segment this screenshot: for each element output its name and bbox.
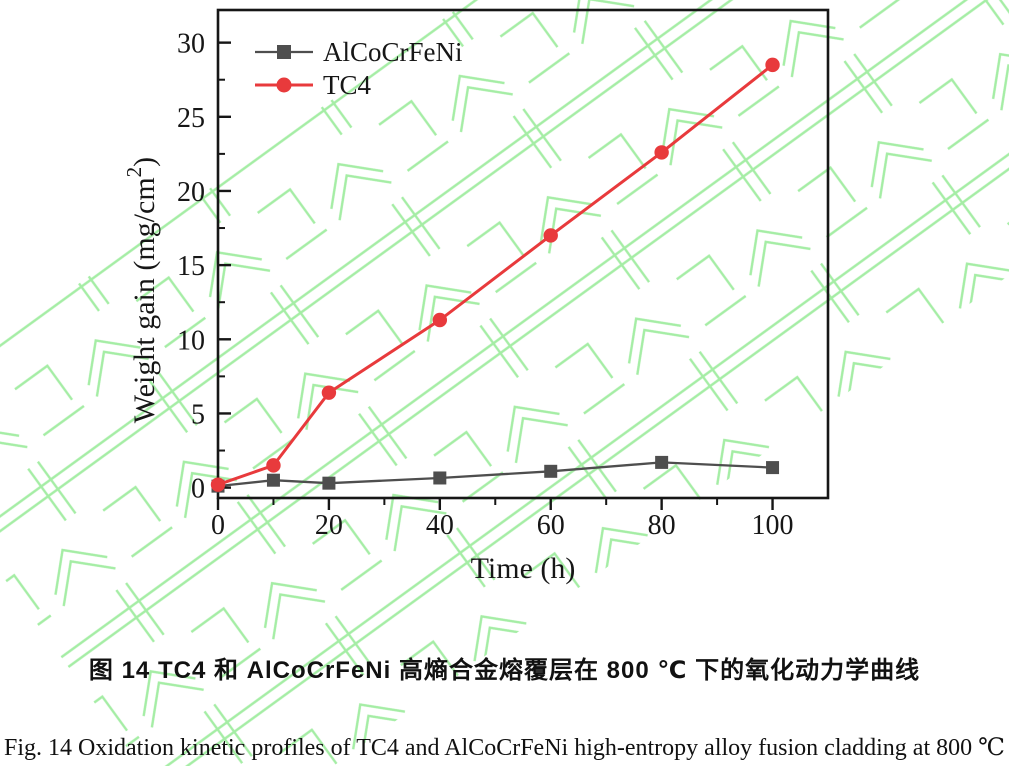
- data-point-TC4: [765, 57, 780, 73]
- data-point-TC4: [543, 228, 558, 243]
- y-tick-label: 0: [191, 474, 205, 505]
- y-tick-label: 15: [177, 251, 205, 282]
- data-point-AlCoCrFeNi: [766, 461, 780, 475]
- data-point-TC4: [321, 385, 337, 400]
- legend-label: AlCoCrFeNi: [323, 37, 463, 67]
- caption-english: Fig. 14 Oxidation kinetic profiles of TC…: [4, 735, 1005, 761]
- x-tick-label: 80: [648, 510, 676, 541]
- data-point-AlCoCrFeNi: [544, 464, 558, 478]
- data-point-AlCoCrFeNi: [322, 476, 336, 490]
- y-tick-label: 25: [177, 103, 205, 134]
- data-point-TC4: [210, 477, 226, 492]
- legend-item-TC4: TC4: [255, 70, 372, 100]
- data-point-TC4: [654, 145, 669, 160]
- y-tick-label: 20: [177, 177, 205, 208]
- series-line-TC4: [217, 63, 774, 487]
- caption-chinese: 图 14 TC4 和 AlCoCrFeNi 高熵合金熔覆层在 800 ℃ 下的氧…: [88, 657, 921, 684]
- legend-label: TC4: [323, 70, 372, 100]
- legend-marker-circle: [276, 77, 292, 93]
- data-point-TC4: [266, 458, 281, 473]
- x-tick-label: 0: [211, 510, 225, 541]
- y-tick-label: 10: [177, 325, 205, 356]
- data-point-AlCoCrFeNi: [655, 455, 669, 469]
- x-tick-label: 40: [426, 510, 454, 541]
- data-point-AlCoCrFeNi: [433, 471, 447, 485]
- plot-border: [216, 8, 830, 500]
- y-tick-label: 5: [191, 399, 205, 430]
- y-tick-label: 30: [177, 29, 205, 60]
- series-line-AlCoCrFeNi: [217, 461, 773, 488]
- legend-item-AlCoCrFeNi: AlCoCrFeNi: [255, 37, 463, 67]
- x-tick-label: 20: [315, 510, 343, 541]
- x-tick-label: 60: [537, 510, 565, 541]
- data-point-AlCoCrFeNi: [266, 473, 280, 487]
- y-axis-title: Weight gain (mg/cm2): [122, 157, 161, 423]
- data-point-TC4: [432, 312, 448, 328]
- x-axis-title: Time (h): [471, 552, 576, 585]
- legend-marker-square: [277, 45, 291, 59]
- x-tick-label: 100: [752, 510, 794, 541]
